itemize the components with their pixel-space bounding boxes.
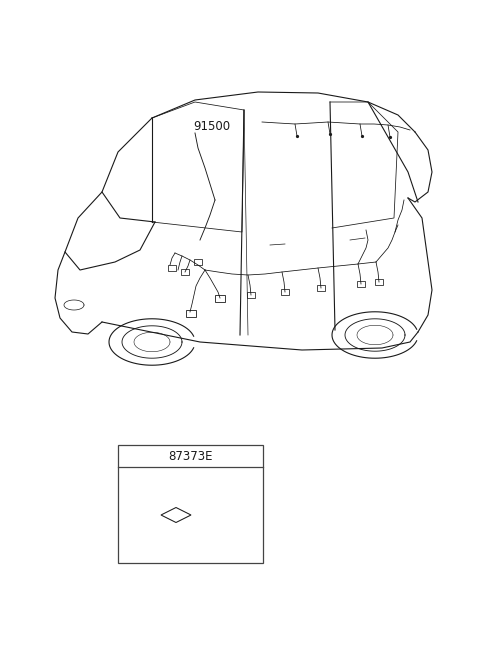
Bar <box>215 295 225 302</box>
Bar <box>375 279 383 285</box>
Bar <box>118 445 263 563</box>
Bar <box>281 289 289 295</box>
Bar <box>186 310 196 317</box>
Bar <box>317 285 325 291</box>
Bar <box>357 281 365 287</box>
Bar <box>194 259 202 265</box>
Bar <box>247 292 255 298</box>
Bar <box>168 265 176 271</box>
Text: 87373E: 87373E <box>168 449 213 462</box>
Bar <box>181 269 189 275</box>
Text: 91500: 91500 <box>193 120 230 133</box>
